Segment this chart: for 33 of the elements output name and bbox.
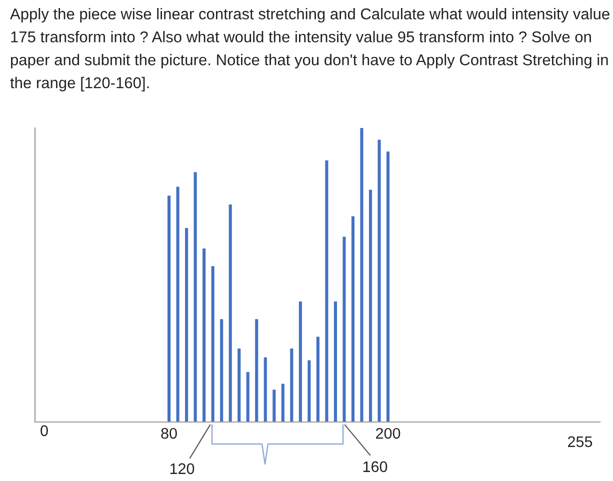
- text: 160: [363, 461, 388, 472]
- x-tick-label: 200: [376, 428, 400, 439]
- bar: [342, 236, 346, 422]
- bar: [211, 266, 214, 422]
- bar: [325, 160, 328, 422]
- bar: [255, 319, 258, 422]
- bar: [281, 384, 284, 422]
- bar: [272, 390, 276, 422]
- text: 255: [568, 436, 592, 448]
- bar: [290, 348, 294, 422]
- bar: [185, 228, 188, 422]
- bar: [238, 348, 241, 422]
- bar: [202, 248, 206, 422]
- x-tick-label: 80: [161, 428, 177, 439]
- bar: [360, 128, 364, 422]
- bar: [167, 196, 171, 422]
- bar: [334, 301, 337, 422]
- bar: [228, 204, 232, 422]
- bar: [194, 172, 197, 422]
- chart-title: Apply the piece wise linear contrast stretching and Calculate what would intensity value 175 transform into ? Also what would the intensity value 95 transform into ? Solve on paper and submit the picture. Notice that you don't have to Apply Contrast Stretching in the range [120-160].: [10, 8, 610, 92]
- bar: [298, 301, 302, 422]
- bar: [264, 357, 267, 422]
- bar: [246, 372, 250, 422]
- bar: [176, 186, 180, 422]
- text: 0: [40, 425, 48, 436]
- bar: [308, 360, 311, 422]
- bar: [220, 319, 224, 422]
- bar: [351, 216, 355, 422]
- bar: [378, 140, 381, 422]
- bar: [316, 336, 320, 422]
- text: 120: [170, 463, 194, 474]
- bar: [368, 190, 372, 422]
- bar: [386, 152, 390, 422]
